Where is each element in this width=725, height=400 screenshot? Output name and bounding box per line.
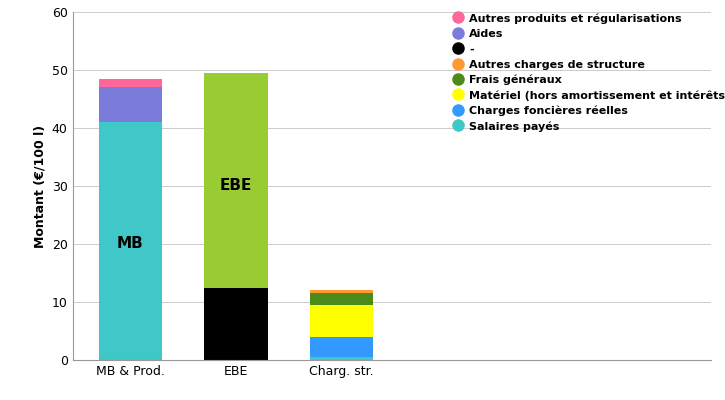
Bar bbox=[99, 79, 162, 88]
Bar bbox=[204, 288, 268, 360]
Bar bbox=[99, 88, 162, 122]
Bar bbox=[310, 290, 373, 293]
Bar bbox=[204, 73, 268, 288]
Bar bbox=[310, 357, 373, 360]
Bar bbox=[310, 293, 373, 305]
Bar bbox=[310, 337, 373, 357]
Text: MB: MB bbox=[117, 236, 144, 252]
Legend: Autres produits et régularisations, Aides, -, Autres charges de structure, Frais: Autres produits et régularisations, Aide… bbox=[451, 10, 725, 134]
Bar bbox=[99, 122, 162, 360]
Text: EBE: EBE bbox=[220, 178, 252, 194]
Bar bbox=[310, 305, 373, 337]
Y-axis label: Montant (€/100 l): Montant (€/100 l) bbox=[33, 124, 46, 248]
